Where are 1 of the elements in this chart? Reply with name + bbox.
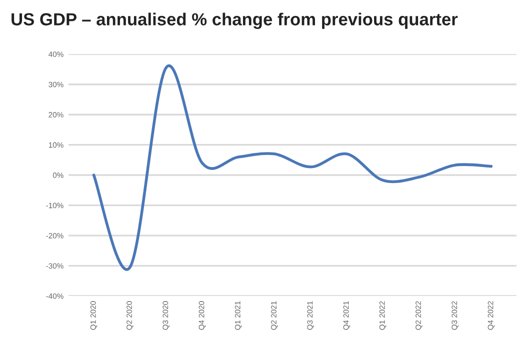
chart-title: US GDP – annualised % change from previous quarter	[12, 12, 458, 29]
